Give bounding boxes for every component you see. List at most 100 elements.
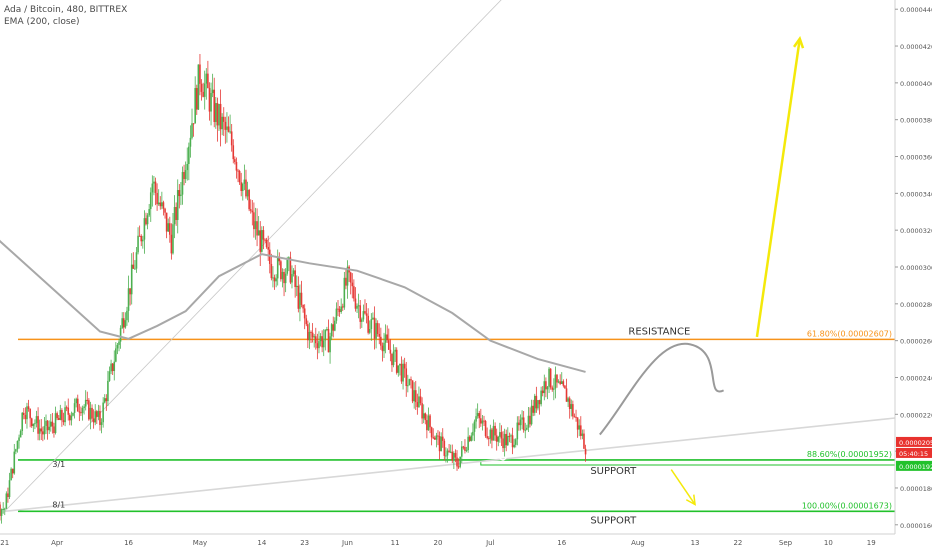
price-axis[interactable]: 0.000016000.000018000.000020000.00002200… <box>894 0 932 550</box>
price-tick-1: 0.00001800 <box>900 485 932 493</box>
fib-label-3: 100.00%(0.00001673) <box>802 501 892 510</box>
candle-116 <box>135 252 138 269</box>
candle-379 <box>553 388 555 390</box>
candle-318 <box>456 457 458 467</box>
candle-127 <box>153 181 155 184</box>
candle-41 <box>16 440 19 450</box>
time-tick-5: 23 <box>300 539 309 547</box>
candle-392 <box>573 416 576 418</box>
time-tick-4: 14 <box>257 539 266 547</box>
candle-227 <box>311 332 314 338</box>
candle-317 <box>454 453 457 458</box>
candle-124 <box>148 209 150 216</box>
indicator-title[interactable]: EMA (200, close) <box>4 17 80 27</box>
candle-107 <box>121 318 123 328</box>
candle-36 <box>8 480 11 498</box>
candle-395 <box>578 425 581 430</box>
candle-232 <box>319 336 322 342</box>
candle-68 <box>59 410 62 420</box>
candle-65 <box>54 413 57 433</box>
candle-311 <box>445 455 447 457</box>
candle-105 <box>118 341 120 345</box>
candle-164 <box>211 89 214 94</box>
candle-160 <box>205 73 208 84</box>
candle-336 <box>484 420 487 437</box>
candle-307 <box>438 436 441 452</box>
candle-191 <box>254 221 257 230</box>
candle-117 <box>137 235 139 253</box>
candle-397 <box>581 433 584 436</box>
candle-303 <box>432 437 435 439</box>
candle-272 <box>383 342 385 352</box>
candle-261 <box>365 313 368 316</box>
candle-269 <box>378 333 381 337</box>
candle-122 <box>145 218 147 225</box>
candle-376 <box>548 368 550 387</box>
candle-344 <box>497 436 500 442</box>
candle-258 <box>361 319 363 322</box>
candle-80 <box>78 411 81 413</box>
candle-99 <box>108 371 111 381</box>
candle-186 <box>246 189 249 197</box>
candle-118 <box>138 235 141 237</box>
candle-271 <box>381 345 384 352</box>
candle-233 <box>321 336 323 348</box>
candle-337 <box>486 436 488 439</box>
candle-268 <box>376 323 379 334</box>
time-tick-11: Aug <box>631 539 645 547</box>
candle-359 <box>521 417 523 420</box>
chart-legend: Ada / Bitcoin, 480, BITTREX EMA (200, cl… <box>4 4 127 28</box>
candle-304 <box>434 437 436 440</box>
candle-366 <box>532 405 534 413</box>
candle-133 <box>162 202 165 209</box>
candle-150 <box>189 137 192 147</box>
candle-216 <box>294 270 296 287</box>
candle-196 <box>262 230 265 240</box>
candle-287 <box>407 385 409 387</box>
candle-254 <box>354 298 357 309</box>
candle-356 <box>516 422 519 440</box>
candle-355 <box>514 439 517 445</box>
candle-154 <box>195 88 198 110</box>
candle-234 <box>322 340 325 348</box>
candle-69 <box>61 410 63 421</box>
projection-curve <box>599 342 725 436</box>
candle-81 <box>80 412 82 414</box>
candle-243 <box>337 308 339 310</box>
candle-375 <box>546 386 549 390</box>
candle-54 <box>37 416 39 434</box>
candle-169 <box>219 103 222 130</box>
candle-141 <box>175 207 177 220</box>
candle-316 <box>453 453 455 461</box>
candle-281 <box>397 365 400 373</box>
candle-119 <box>140 235 143 242</box>
candle-393 <box>575 416 577 418</box>
candle-380 <box>554 374 557 389</box>
candle-135 <box>165 212 168 232</box>
candle-76 <box>72 412 74 416</box>
candle-84 <box>84 399 87 407</box>
candle-158 <box>202 91 204 97</box>
candle-239 <box>330 324 333 337</box>
candle-283 <box>400 363 403 382</box>
candle-130 <box>157 202 160 205</box>
candle-308 <box>440 436 442 452</box>
candle-343 <box>495 435 498 442</box>
time-axis[interactable]: 21 Apr 16 May 14 23 Jun 11 20 Jul 16 Aug 13 22 Sep 10 19 <box>0 533 932 550</box>
candle-224 <box>307 324 309 341</box>
candle-71 <box>64 407 66 423</box>
candle-85 <box>86 399 89 401</box>
symbol-title[interactable]: Ada / Bitcoin, 480, BITTREX <box>4 5 128 15</box>
candle-94 <box>100 422 103 425</box>
candle-384 <box>560 381 563 384</box>
candle-89 <box>92 418 95 423</box>
price-tick-6: 0.00002800 <box>900 301 932 309</box>
candle-326 <box>468 436 471 441</box>
candle-197 <box>264 239 266 241</box>
candle-231 <box>318 341 320 349</box>
candle-298 <box>424 413 427 421</box>
time-tick-9: Jul <box>485 539 495 547</box>
time-tick-6: Jun <box>341 539 353 547</box>
